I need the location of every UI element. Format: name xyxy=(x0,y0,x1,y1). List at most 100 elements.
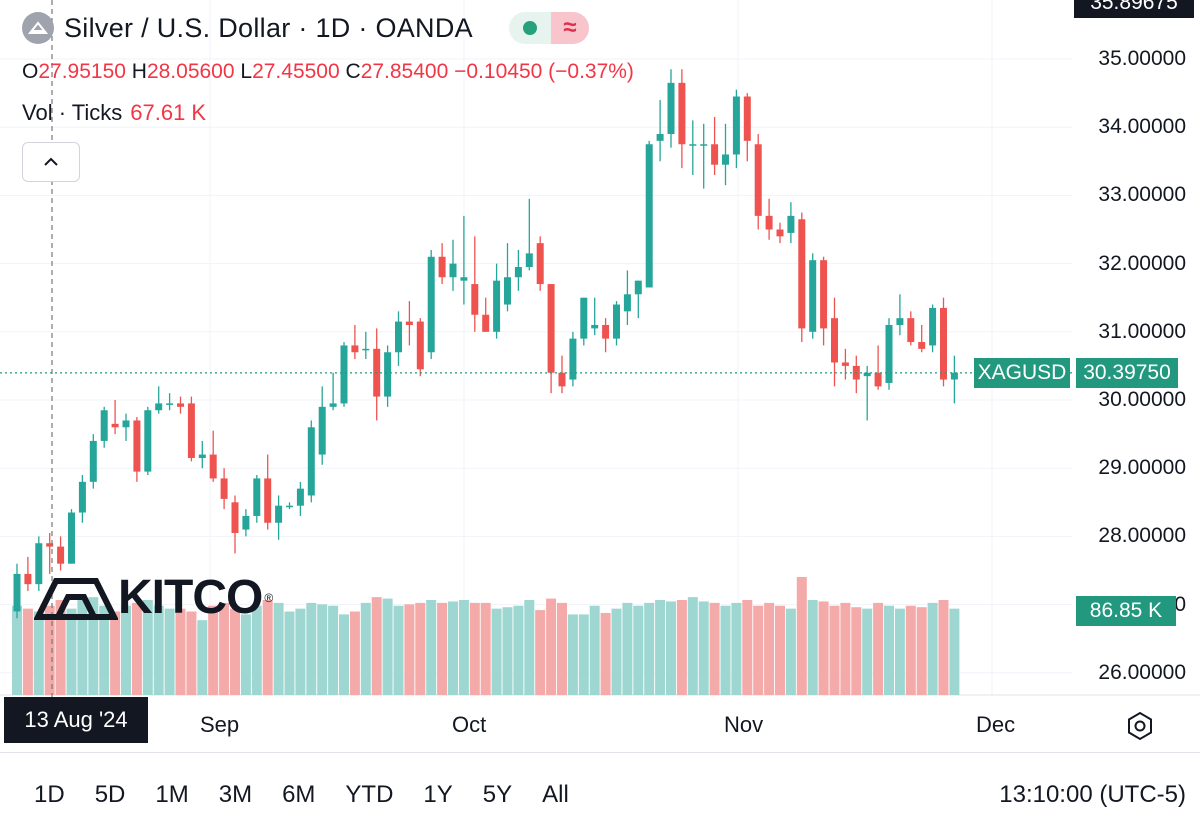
volume-bar xyxy=(480,602,491,695)
candle-body xyxy=(950,372,958,380)
last-price-tag: 30.39750 xyxy=(1076,358,1178,388)
candle-body xyxy=(78,481,86,513)
volume-bar xyxy=(12,605,22,695)
candle-body xyxy=(809,260,817,332)
price-tick-label: 29.00000 xyxy=(1098,456,1186,480)
candle-body xyxy=(787,215,795,233)
volume-bar xyxy=(99,605,110,695)
candle-body xyxy=(711,144,719,165)
candle-body xyxy=(820,260,828,329)
open-label: O xyxy=(22,60,39,83)
candle-body xyxy=(907,318,915,343)
volume-bar xyxy=(546,598,557,695)
volume-bar xyxy=(208,605,219,695)
volume-bar xyxy=(360,602,371,695)
volume-bar xyxy=(448,601,458,695)
volume-bar xyxy=(557,602,567,695)
timezone-clock[interactable]: 13:10:00 (UTC-5) xyxy=(999,781,1186,808)
price-tick-label: 26.00000 xyxy=(1098,660,1186,684)
range-3m-button[interactable]: 3M xyxy=(218,781,253,808)
volume-bar xyxy=(186,611,197,695)
candle-body xyxy=(482,314,490,332)
candle-body xyxy=(918,342,926,349)
volume-bar xyxy=(262,600,273,695)
candle-body xyxy=(351,345,359,353)
candle-body xyxy=(438,256,446,278)
volume-bar xyxy=(731,602,742,695)
time-label-nov: Nov xyxy=(724,712,764,737)
chevron-up-icon xyxy=(44,157,58,166)
candle-body xyxy=(722,154,729,165)
range-5y-button[interactable]: 5Y xyxy=(482,781,513,808)
volume-bar xyxy=(807,600,818,695)
candle-body xyxy=(700,144,708,146)
volume-bar xyxy=(655,600,666,695)
volume-bar xyxy=(916,607,927,695)
candle-body xyxy=(602,324,610,339)
volume-bar xyxy=(535,610,546,695)
volume-bar xyxy=(284,611,295,695)
candle-body xyxy=(35,543,43,585)
candle-body xyxy=(656,134,664,141)
volume-bar xyxy=(404,604,415,695)
range-1m-button[interactable]: 1M xyxy=(155,781,189,808)
candle-body xyxy=(405,321,413,325)
volume-bar xyxy=(709,602,720,695)
range-all-button[interactable]: All xyxy=(542,781,569,808)
volume-bar xyxy=(415,602,426,695)
volume-label[interactable]: Vol · Ticks xyxy=(22,100,123,125)
candle-body xyxy=(24,573,32,585)
kitco-wordmark: KITCO xyxy=(118,571,263,624)
registered-mark: ® xyxy=(264,590,274,605)
volume-bar xyxy=(905,605,916,695)
volume-bar xyxy=(611,608,622,695)
candle-body xyxy=(667,82,675,135)
volume-bar xyxy=(567,614,578,695)
candle-body xyxy=(776,229,784,237)
candle-body xyxy=(166,403,174,405)
candle-body xyxy=(362,348,370,351)
candle-body xyxy=(318,406,326,455)
volume-bar xyxy=(382,598,393,695)
candle-body xyxy=(689,144,697,146)
volume-bar xyxy=(469,602,480,695)
candle-body xyxy=(591,324,599,329)
candle-body xyxy=(275,505,283,523)
silver-symbol-icon xyxy=(22,12,54,44)
candle-body xyxy=(57,546,65,564)
volume-bar xyxy=(153,605,164,695)
volume-bar xyxy=(720,605,731,695)
range-5d-button[interactable]: 5D xyxy=(94,781,126,808)
collapse-legend-button[interactable] xyxy=(22,142,80,182)
range-1d-button[interactable]: 1D xyxy=(34,781,65,808)
close-value: 27.85400 xyxy=(360,60,449,83)
candle-body xyxy=(253,478,261,516)
volume-bar xyxy=(633,605,644,695)
volume-bar xyxy=(131,602,142,695)
volume-readout: Vol · Ticks 67.61 K xyxy=(22,100,206,126)
candle-body xyxy=(569,338,577,380)
volume-bar xyxy=(742,600,753,695)
volume-bar xyxy=(862,608,873,695)
candle-body xyxy=(449,263,457,278)
range-ytd-button[interactable]: YTD xyxy=(345,781,394,808)
overlay-lines xyxy=(0,0,1072,697)
volume-bar xyxy=(219,602,230,695)
symbol-title[interactable]: Silver / U.S. Dollar · 1D · OANDA xyxy=(64,12,473,43)
range-1y-button[interactable]: 1Y xyxy=(423,781,453,808)
candle-body xyxy=(536,243,544,285)
market-status-pill[interactable]: ≈ xyxy=(508,12,589,44)
candle-body xyxy=(209,454,217,479)
candle-body xyxy=(264,478,272,523)
candlesticks xyxy=(13,69,958,619)
range-6m-button[interactable]: 6M xyxy=(282,781,316,808)
volume-bar xyxy=(666,601,676,695)
candle-body xyxy=(504,277,511,305)
candle-body xyxy=(678,82,686,145)
kitco-logo-icon xyxy=(34,577,118,620)
volume-bar xyxy=(698,601,709,695)
price-chart[interactable] xyxy=(0,0,1200,752)
volume-bar xyxy=(775,605,785,695)
chart-settings-icon[interactable] xyxy=(1124,710,1156,747)
candle-body xyxy=(743,96,751,141)
